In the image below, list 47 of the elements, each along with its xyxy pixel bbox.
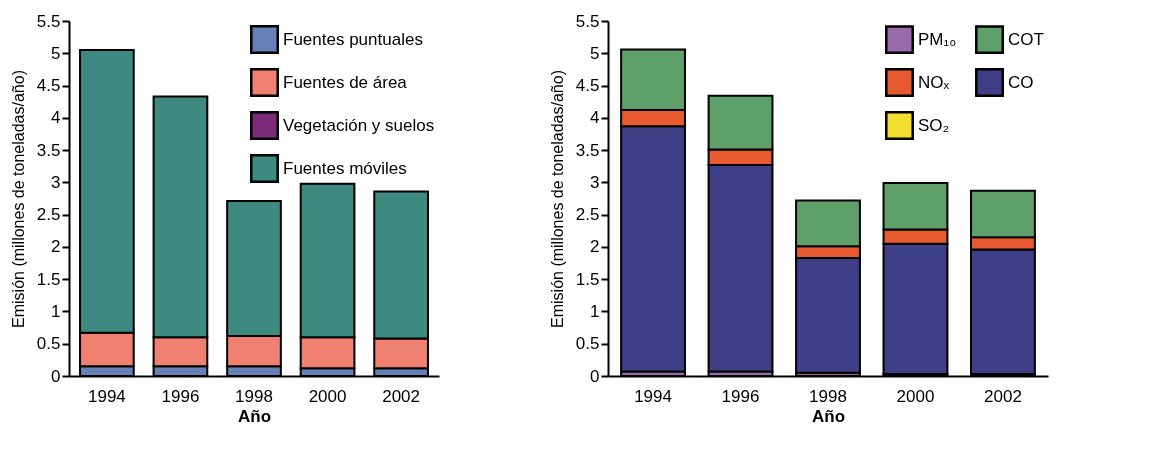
legend-label: CO (1008, 72, 1034, 92)
y-tick-label: 0 (51, 366, 61, 386)
y-tick-label: 3.5 (575, 140, 600, 160)
x-tick-label: 2000 (896, 386, 935, 406)
y-tick-label: 2.5 (575, 205, 600, 225)
legend-label: PM₁₀ (918, 29, 957, 49)
y-tick-label: 3 (51, 172, 61, 192)
y-tick-label: 4.5 (575, 76, 600, 96)
y-axis-title: Emisión (millones de toneladas/año) (9, 70, 27, 328)
y-tick-label: 3 (590, 172, 600, 192)
legend-label: COT (1008, 29, 1044, 49)
y-tick-label: 3.5 (36, 140, 61, 160)
y-tick-label: 0 (590, 366, 600, 386)
legend-label: NOₓ (918, 72, 950, 92)
y-tick-label: 2.5 (36, 205, 61, 225)
legend-label: SO₂ (918, 115, 950, 135)
x-axis-title: Año (811, 406, 846, 426)
x-tick-label: 1998 (235, 386, 273, 406)
x-tick-label: 2002 (382, 386, 421, 406)
y-tick-label: 5 (51, 43, 61, 63)
legend-label: Fuentes móviles (283, 158, 407, 178)
x-tick-label: 2000 (308, 386, 347, 406)
legend-label: Fuentes de área (283, 72, 408, 92)
y-axis-title: Emisión (millones de toneladas/año) (548, 70, 566, 328)
y-tick-label: 4.5 (36, 76, 61, 96)
y-tick-label: 1 (590, 301, 600, 321)
y-tick-label: 0.5 (575, 334, 600, 354)
legend-label: Fuentes puntuales (283, 29, 423, 49)
x-tick-label: 1998 (809, 386, 847, 406)
x-tick-label: 2002 (984, 386, 1022, 406)
y-tick-label: 5 (590, 43, 600, 63)
x-tick-label: 1996 (161, 386, 200, 406)
y-tick-label: 2 (51, 237, 61, 257)
x-axis-title: Año (237, 406, 272, 426)
y-tick-label: 1.5 (575, 269, 600, 289)
y-tick-label: 5.5 (575, 11, 600, 31)
x-tick-label: 1996 (721, 386, 760, 406)
y-tick-label: 1 (51, 301, 61, 321)
x-tick-label: 1994 (87, 386, 126, 406)
y-tick-label: 4 (51, 108, 61, 128)
y-tick-label: 1.5 (36, 269, 61, 289)
y-tick-label: 5.5 (36, 11, 61, 31)
y-tick-label: 0.5 (36, 334, 61, 354)
legend-label: Vegetación y suelos (283, 115, 435, 135)
y-tick-label: 4 (590, 108, 600, 128)
x-tick-label: 1994 (634, 386, 672, 406)
y-tick-label: 2 (590, 237, 600, 257)
